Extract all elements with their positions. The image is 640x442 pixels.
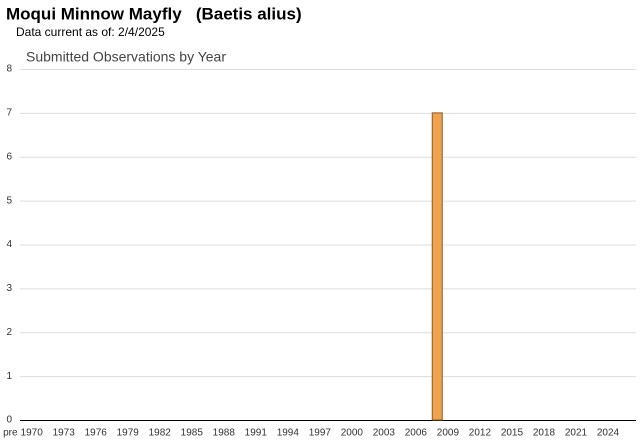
bar bbox=[431, 112, 443, 421]
x-tick-label: 1970 bbox=[21, 428, 44, 439]
y-tick-label: 8 bbox=[6, 64, 12, 75]
x-tick-label: 1973 bbox=[53, 428, 76, 439]
x-tick-label: pre bbox=[3, 428, 18, 439]
page-title: Moqui Minnow Mayfly (Baetis alius) bbox=[6, 4, 302, 23]
x-tick-label: 2009 bbox=[437, 428, 460, 439]
x-tick-label: 1988 bbox=[213, 428, 236, 439]
x-tick-label: 2006 bbox=[405, 428, 428, 439]
x-tick-label: 2003 bbox=[373, 428, 396, 439]
y-tick-label: 6 bbox=[6, 151, 12, 162]
x-tick-label: 2018 bbox=[533, 428, 556, 439]
x-tick-label: 1982 bbox=[149, 428, 172, 439]
x-tick-label: 1994 bbox=[277, 428, 300, 439]
x-tick-label: 2000 bbox=[341, 428, 364, 439]
x-tick-label: 2024 bbox=[597, 428, 620, 439]
x-tick-label: 1991 bbox=[245, 428, 268, 439]
x-tick-label: 2015 bbox=[501, 428, 524, 439]
x-tick-label: 1976 bbox=[85, 428, 108, 439]
y-tick-label: 0 bbox=[6, 415, 12, 426]
y-tick-label: 2 bbox=[6, 327, 12, 338]
chart-title: Submitted Observations by Year bbox=[26, 49, 226, 65]
y-tick-label: 5 bbox=[6, 195, 12, 206]
x-tick-label: 1979 bbox=[117, 428, 140, 439]
x-tick-label: 2021 bbox=[565, 428, 588, 439]
y-tick-label: 7 bbox=[6, 108, 12, 119]
y-tick-label: 1 bbox=[6, 371, 12, 382]
y-tick-label: 3 bbox=[6, 283, 12, 294]
y-tick-label: 4 bbox=[6, 239, 12, 250]
x-tick-label: 2012 bbox=[469, 428, 492, 439]
page-subtitle: Data current as of: 2/4/2025 bbox=[16, 25, 165, 39]
x-tick-label: 1997 bbox=[309, 428, 332, 439]
x-tick-label: 1985 bbox=[181, 428, 204, 439]
